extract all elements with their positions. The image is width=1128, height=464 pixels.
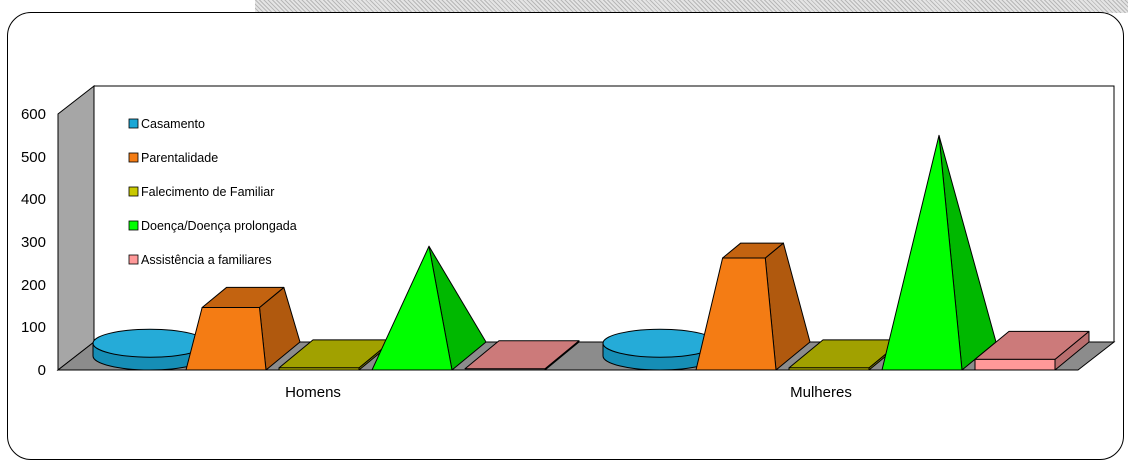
legend-swatch xyxy=(128,254,139,265)
y-tick-label: 600 xyxy=(21,106,46,123)
y-axis: 0 100 200 300 400 500 600 xyxy=(21,106,46,379)
bar xyxy=(185,286,301,371)
y-tick-label: 100 xyxy=(21,319,46,336)
side-wall xyxy=(57,84,95,372)
bar xyxy=(371,245,487,371)
y-tick-label: 400 xyxy=(21,191,46,208)
legend-label: Doença/Doença prolongada xyxy=(141,219,297,233)
bar xyxy=(464,340,580,371)
bar xyxy=(974,358,1056,371)
top-strip xyxy=(255,0,1128,13)
y-tick-label: 0 xyxy=(38,362,46,379)
bar xyxy=(185,307,267,371)
y-tick-label: 500 xyxy=(21,149,46,166)
y-tick-label: 200 xyxy=(21,277,46,294)
legend-swatch xyxy=(128,186,139,197)
legend-swatch xyxy=(128,220,139,231)
bar xyxy=(464,340,580,370)
legend-label: Casamento xyxy=(141,117,205,131)
bar xyxy=(695,242,811,371)
legend-swatch xyxy=(128,152,139,163)
bar xyxy=(881,134,963,371)
category-label-mulheres: Mulheres xyxy=(790,384,852,401)
legend-swatch xyxy=(128,118,139,129)
bars xyxy=(92,134,1090,371)
bar xyxy=(371,245,453,371)
legend: Casamento Parentalidade Falecimento de F… xyxy=(128,117,297,267)
y-tick-label: 300 xyxy=(21,234,46,251)
bar xyxy=(974,330,1090,371)
bar xyxy=(278,367,360,371)
category-label-homens: Homens xyxy=(285,384,341,401)
legend-label: Parentalidade xyxy=(141,151,218,165)
bar xyxy=(695,257,777,371)
legend-label: Assistência a familiares xyxy=(141,253,272,267)
bar xyxy=(602,328,718,371)
bar xyxy=(788,367,870,371)
legend-label: Falecimento de Familiar xyxy=(141,185,274,199)
bar xyxy=(881,134,997,371)
